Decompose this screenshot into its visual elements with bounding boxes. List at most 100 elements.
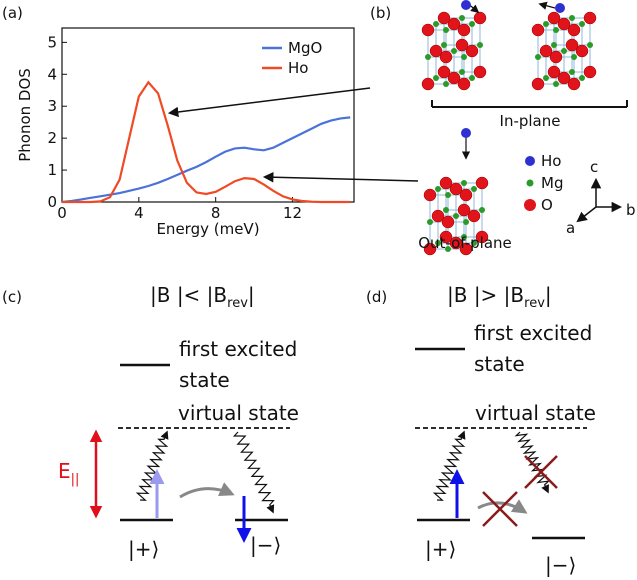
series-line	[62, 82, 350, 202]
magnesium-atom	[443, 207, 449, 213]
panel-label: (b)	[370, 4, 391, 22]
excited-label: first excited	[179, 337, 297, 361]
magnesium-atom	[553, 81, 559, 87]
magnesium-atom	[535, 54, 541, 60]
magnesium-atom	[441, 42, 447, 48]
axis-label: b	[626, 201, 636, 219]
magnesium-atom	[451, 48, 457, 54]
magnesium-atom	[425, 54, 431, 60]
legend-text: Mg	[541, 174, 563, 192]
oxygen-atom	[532, 78, 544, 90]
condition-part: |	[248, 283, 255, 307]
magnesium-atom	[469, 75, 475, 81]
magnesium-atom	[445, 192, 451, 198]
magnesium-atom	[433, 75, 439, 81]
annotation-arrow	[265, 177, 418, 181]
field-label: E||	[58, 459, 79, 487]
oxygen-atom	[424, 189, 436, 201]
legend-mg	[527, 180, 534, 187]
absorption-wave	[434, 432, 464, 500]
magnesium-atom	[435, 186, 441, 192]
oxygen-atom	[438, 12, 450, 24]
magnesium-atom	[543, 21, 549, 27]
oxygen-atom	[458, 204, 470, 216]
condition-part: |B |> |B	[447, 283, 524, 307]
out-of-plane-label: Out-of-plane	[418, 234, 512, 252]
y-tick-label: 5	[47, 33, 57, 51]
legend-text: Ho	[541, 152, 561, 170]
excited-label: state	[179, 368, 230, 392]
y-tick-label: 0	[47, 193, 57, 211]
annotation-arrow	[170, 88, 370, 113]
magnesium-atom	[463, 219, 469, 225]
absorption-wave	[137, 432, 167, 500]
magnesium-atom	[479, 207, 485, 213]
magnesium-atom	[569, 15, 575, 21]
holmium-atom	[555, 3, 565, 13]
emission-wave	[234, 432, 273, 512]
axis-label: c	[590, 158, 598, 176]
oxygen-atom	[474, 12, 486, 24]
virtual-label: virtual state	[475, 401, 596, 425]
magnesium-atom	[443, 81, 449, 87]
magnesium-atom	[553, 27, 559, 33]
magnesium-atom	[471, 186, 477, 192]
field-part: E	[58, 459, 71, 483]
y-tick-label: 1	[47, 161, 57, 179]
panel-label: (d)	[366, 288, 387, 306]
legend-o	[524, 199, 536, 211]
magnesium-atom	[461, 180, 467, 186]
magnesium-atom	[443, 27, 449, 33]
transition-arrow	[180, 489, 232, 497]
condition-part: |	[545, 283, 552, 307]
oxygen-atom	[540, 45, 552, 57]
magnesium-atom	[461, 54, 467, 60]
y-axis-label: Phonon DOS	[16, 68, 34, 162]
condition-part: rev	[524, 296, 545, 311]
energy-diagrams: |B |< |Brev|first excitedstatevirtual st…	[58, 283, 596, 577]
legend-ho	[525, 156, 535, 166]
figure: (a) (b) (c) (d) In-plane Out-of-plane Ho…	[0, 0, 637, 580]
magnesium-atom	[427, 219, 433, 225]
magnesium-atom	[587, 42, 593, 48]
legend-text: O	[541, 196, 553, 214]
oxygen-atom	[430, 45, 442, 57]
ground-label: |+⟩	[128, 537, 159, 561]
axis-arrow	[578, 207, 596, 221]
displacement-arrow	[540, 4, 555, 8]
oxygen-atom	[440, 177, 452, 189]
oxygen-atom	[548, 66, 560, 78]
y-tick-label: 2	[47, 129, 57, 147]
magnesium-atom	[561, 48, 567, 54]
magnesium-atom	[459, 69, 465, 75]
axis-label: a	[566, 219, 575, 237]
panel-label: (a)	[2, 4, 23, 22]
oxygen-atom	[474, 66, 486, 78]
holmium-atom	[461, 128, 471, 138]
magnesium-atom	[477, 42, 483, 48]
condition-part: |B |< |B	[150, 283, 227, 307]
condition: |B |< |Brev|	[150, 283, 255, 311]
oxygen-atom	[584, 12, 596, 24]
oxygen-atom	[584, 66, 596, 78]
final-label: |−⟩	[250, 533, 281, 557]
oxygen-atom	[532, 24, 544, 36]
holmium-atom	[461, 0, 471, 10]
final-label: |−⟩	[545, 553, 576, 577]
field-part: ||	[71, 472, 80, 487]
in-plane-label: In-plane	[500, 112, 561, 130]
x-tick-label: 12	[283, 204, 302, 222]
condition-part: rev	[227, 296, 248, 311]
y-tick-label: 4	[47, 65, 57, 83]
magnesium-atom	[579, 75, 585, 81]
oxygen-atom	[422, 24, 434, 36]
magnesium-atom	[459, 15, 465, 21]
oxygen-atom	[438, 66, 450, 78]
oxygen-atom	[476, 177, 488, 189]
x-axis-label: Energy (meV)	[156, 220, 259, 238]
oxygen-atom	[548, 12, 560, 24]
oxygen-atom	[422, 78, 434, 90]
excited-label: state	[474, 352, 525, 376]
oxygen-atom	[456, 39, 468, 51]
magnesium-atom	[433, 21, 439, 27]
